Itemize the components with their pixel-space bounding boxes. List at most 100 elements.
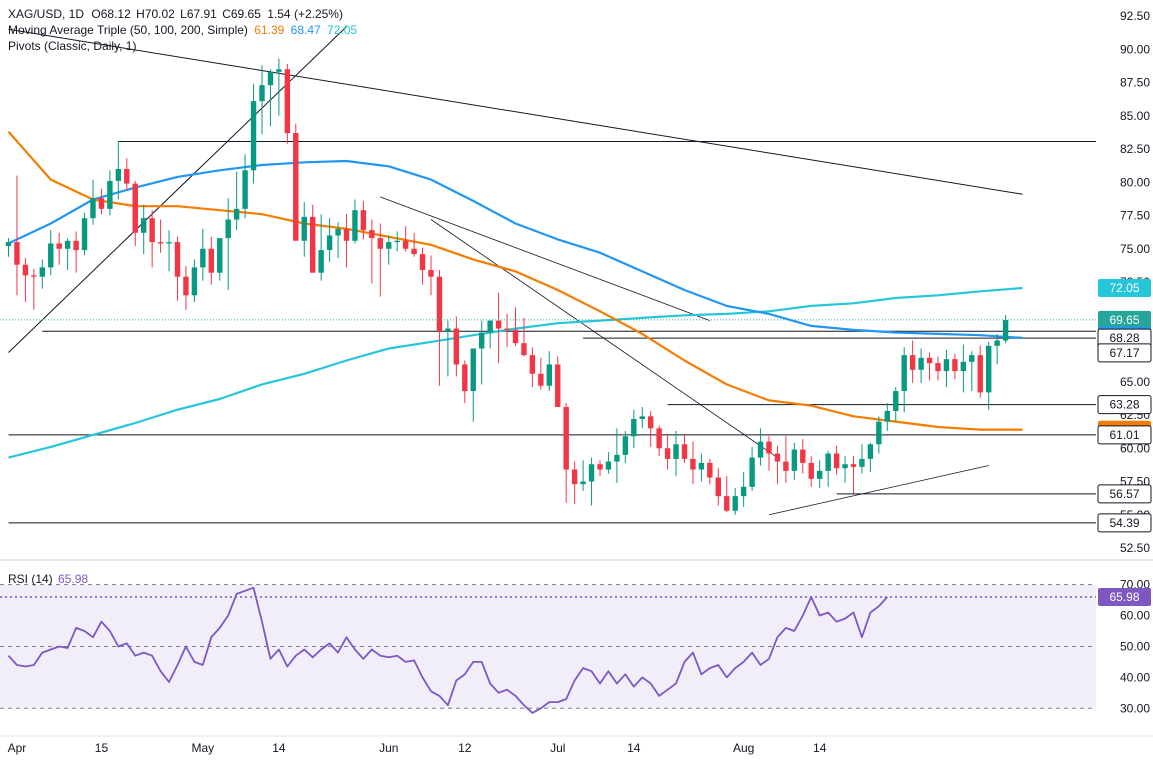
candle[interactable]: [774, 445, 781, 485]
candle[interactable]: [48, 230, 54, 276]
candle[interactable]: [597, 460, 603, 477]
candle[interactable]: [301, 202, 307, 257]
candle[interactable]: [360, 200, 367, 240]
candle[interactable]: [791, 442, 798, 481]
candle[interactable]: [310, 204, 316, 273]
candle[interactable]: [98, 188, 105, 215]
candle[interactable]: [546, 351, 552, 392]
candle[interactable]: [73, 231, 79, 273]
candle[interactable]: [529, 347, 536, 388]
candle[interactable]: [817, 460, 823, 489]
ma-row[interactable]: Moving Average Triple (50, 100, 200, Sim…: [8, 22, 357, 38]
candle[interactable]: [867, 442, 874, 473]
candle[interactable]: [1002, 314, 1009, 344]
candle[interactable]: [352, 199, 358, 244]
candle[interactable]: [5, 238, 12, 257]
candle[interactable]: [318, 214, 324, 281]
candle[interactable]: [783, 436, 789, 483]
candle[interactable]: [242, 154, 248, 219]
candle[interactable]: [436, 270, 443, 386]
candle[interactable]: [377, 223, 383, 297]
candle[interactable]: [994, 333, 1000, 365]
candle[interactable]: [859, 444, 865, 474]
candle[interactable]: [639, 407, 645, 429]
candle[interactable]: [326, 218, 333, 263]
candle[interactable]: [808, 456, 814, 487]
candle[interactable]: [800, 438, 806, 474]
candle[interactable]: [690, 441, 696, 485]
candle[interactable]: [850, 456, 857, 494]
candle[interactable]: [977, 345, 983, 398]
candle[interactable]: [64, 238, 71, 271]
candle[interactable]: [394, 231, 400, 252]
candle[interactable]: [648, 411, 654, 447]
candle[interactable]: [943, 349, 950, 388]
rsi-pane[interactable]: [0, 584, 1096, 714]
candle[interactable]: [952, 353, 958, 380]
candle[interactable]: [766, 436, 772, 471]
candle[interactable]: [124, 158, 130, 191]
candlesticks[interactable]: [5, 58, 1009, 515]
candle[interactable]: [31, 268, 37, 310]
candle[interactable]: [605, 452, 612, 474]
candle[interactable]: [986, 341, 992, 410]
candle[interactable]: [453, 316, 460, 377]
rsi-legend[interactable]: RSI (14) 65.98: [8, 572, 88, 586]
candle[interactable]: [479, 320, 485, 385]
candle[interactable]: [614, 428, 620, 483]
symbol-row[interactable]: XAG/USD, 1D O68.12 H70.02 L67.91 C69.65 …: [8, 6, 357, 22]
candle[interactable]: [724, 476, 730, 513]
candle[interactable]: [250, 83, 257, 184]
candle[interactable]: [107, 170, 113, 216]
candle[interactable]: [909, 340, 916, 384]
candle[interactable]: [293, 123, 299, 241]
candle[interactable]: [918, 348, 924, 384]
candle[interactable]: [81, 212, 88, 256]
candle[interactable]: [707, 458, 713, 485]
candle[interactable]: [14, 175, 20, 296]
candle[interactable]: [876, 416, 882, 454]
candle[interactable]: [132, 180, 138, 247]
candle[interactable]: [571, 461, 578, 505]
candle[interactable]: [22, 258, 29, 302]
candle[interactable]: [462, 360, 468, 404]
candle[interactable]: [538, 357, 544, 390]
candle[interactable]: [276, 58, 282, 116]
candle[interactable]: [926, 352, 933, 381]
candle[interactable]: [470, 348, 476, 422]
candle[interactable]: [149, 210, 155, 268]
time-axis[interactable]: Apr 15 May 14 Jun 12 Jul 14 Aug 14: [8, 741, 827, 755]
candle[interactable]: [39, 259, 45, 289]
candle[interactable]: [833, 445, 840, 475]
candle[interactable]: [157, 219, 164, 253]
candle[interactable]: [284, 63, 291, 144]
candle[interactable]: [521, 317, 527, 357]
candle[interactable]: [419, 247, 426, 285]
candle[interactable]: [842, 456, 848, 483]
candle[interactable]: [664, 434, 671, 470]
candle[interactable]: [174, 236, 181, 301]
candle[interactable]: [183, 266, 189, 310]
candle[interactable]: [901, 347, 907, 413]
candle[interactable]: [217, 238, 223, 281]
candle[interactable]: [335, 222, 341, 259]
candle[interactable]: [495, 292, 502, 364]
candle[interactable]: [191, 259, 198, 302]
candle[interactable]: [267, 69, 274, 127]
candle[interactable]: [740, 472, 747, 507]
candle[interactable]: [428, 255, 434, 296]
candle[interactable]: [757, 428, 764, 466]
symbol-label[interactable]: XAG/USD, 1D: [8, 7, 85, 21]
candle[interactable]: [386, 235, 392, 265]
candle[interactable]: [141, 204, 147, 255]
pivots-row[interactable]: Pivots (Classic, Daily, 1): [8, 38, 357, 54]
candle[interactable]: [200, 228, 206, 281]
candle[interactable]: [673, 430, 679, 477]
candle[interactable]: [825, 450, 831, 487]
candle[interactable]: [563, 403, 569, 503]
candle[interactable]: [90, 179, 96, 225]
candle[interactable]: [411, 232, 417, 257]
candle[interactable]: [56, 232, 62, 265]
candle[interactable]: [166, 230, 172, 272]
